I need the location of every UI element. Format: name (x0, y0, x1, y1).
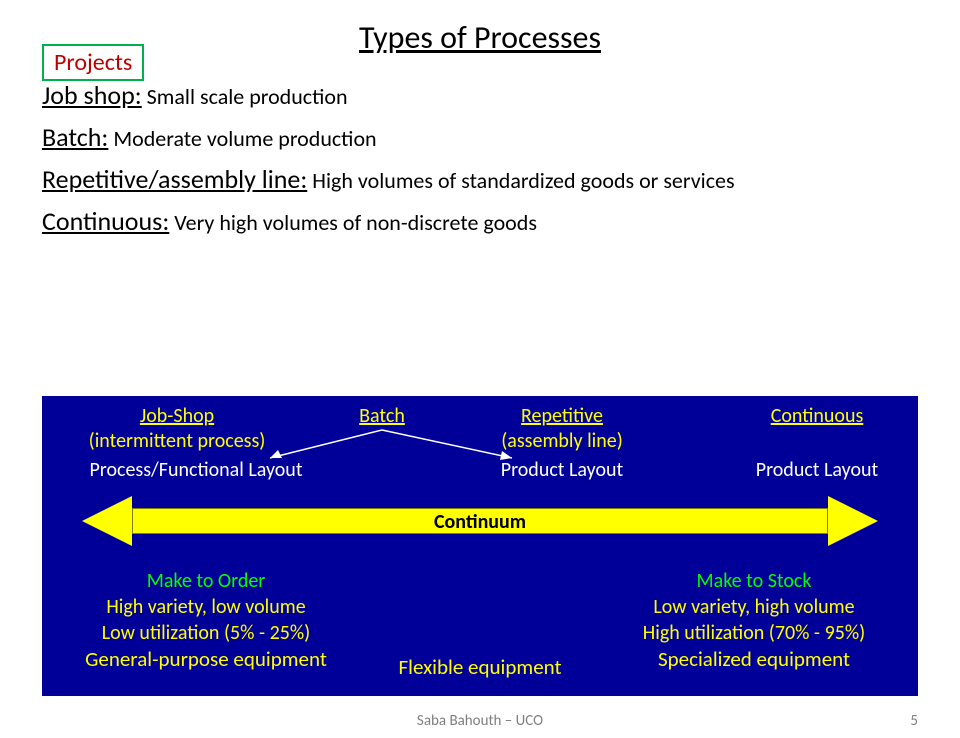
mto-label: Make to Order (56, 568, 356, 594)
header-continuous: Continuous (722, 404, 912, 429)
variety-label: High variety, low volume (56, 594, 356, 620)
utilization-label: Low utilization (5% - 25%) (56, 620, 356, 646)
header-title: Continuous (722, 404, 912, 429)
header-batch: Batch (322, 404, 442, 429)
header-repetitive: Repetitive (assembly line) (462, 404, 662, 454)
utilization-label: High utilization (70% - 95%) (604, 620, 904, 646)
layout-mid-label: Product Layout (462, 458, 662, 482)
projects-box: Projects (42, 44, 144, 81)
definition-row: Batch: Moderate volume production (42, 121, 918, 153)
footer-author: Saba Bahouth – UCO (0, 712, 960, 730)
definition-desc: High volumes of standardized goods or se… (307, 167, 734, 194)
header-title: Batch (322, 404, 442, 429)
page-number: 5 (910, 712, 918, 730)
definition-term: Repetitive/assembly line: (42, 163, 307, 195)
header-sub: (assembly line) (462, 429, 662, 454)
definition-row: Job shop: Small scale production (42, 79, 918, 111)
variety-label: Low variety, high volume (604, 594, 904, 620)
continuum-panel: Job-Shop (intermittent process) Batch Re… (42, 396, 918, 696)
definition-desc: Small scale production (142, 83, 348, 110)
definition-row: Continuous: Very high volumes of non-dis… (42, 205, 918, 237)
layout-right-label: Product Layout (722, 458, 912, 482)
definition-row: Repetitive/assembly line: High volumes o… (42, 163, 918, 195)
definition-term: Batch: (42, 121, 108, 153)
arrow-label: Continuum (82, 510, 878, 534)
definition-term: Continuous: (42, 205, 169, 237)
definition-term: Job shop: (42, 79, 142, 111)
definition-desc: Moderate volume production (108, 125, 376, 152)
mts-label: Make to Stock (604, 568, 904, 594)
flexible-equipment-label: Flexible equipment (42, 654, 918, 680)
header-sub: (intermittent process) (42, 429, 312, 454)
continuum-arrow: Continuum (82, 496, 878, 546)
header-title: Repetitive (462, 404, 662, 429)
header-jobshop: Job-Shop (intermittent process) (42, 404, 312, 454)
header-title: Job-Shop (42, 404, 312, 429)
definitions-list: Job shop: Small scale production Batch: … (42, 79, 918, 237)
layout-left-label: Process/Functional Layout (56, 458, 336, 482)
definition-desc: Very high volumes of non-discrete goods (169, 209, 537, 236)
